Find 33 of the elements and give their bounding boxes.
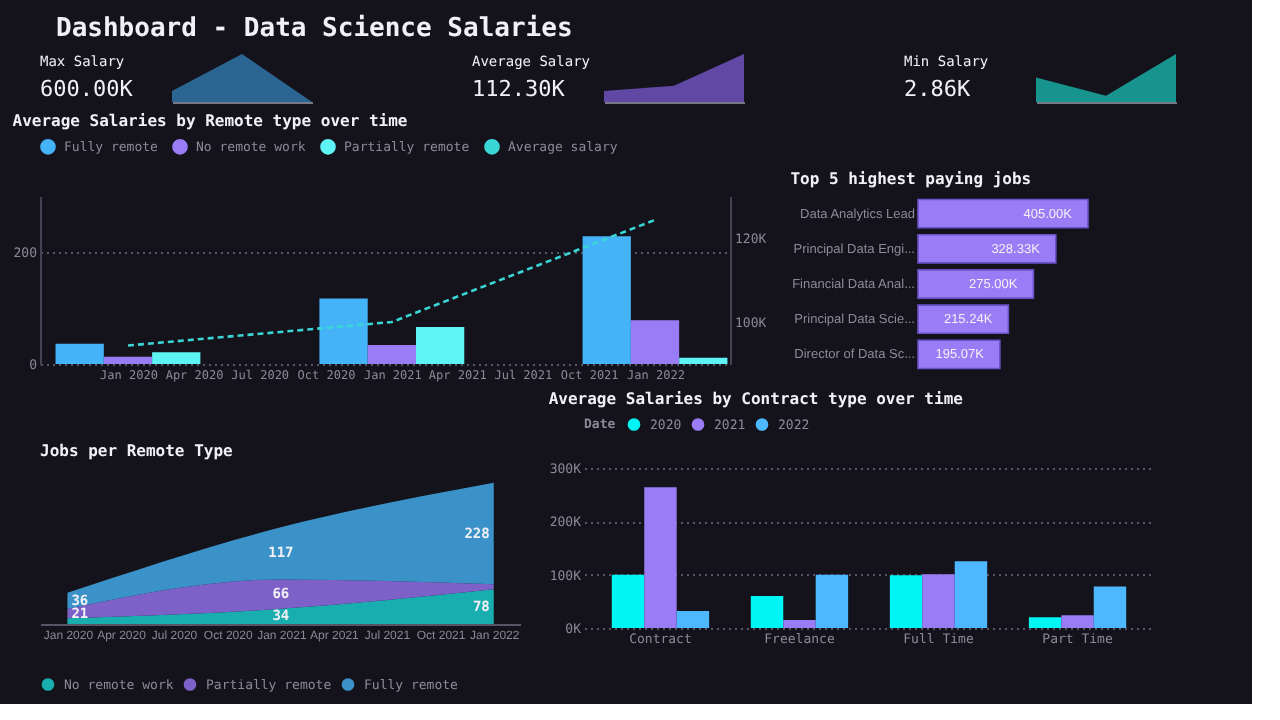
text: Dashboard - Data Science Salaries — [56, 14, 573, 44]
bar — [679, 357, 728, 364]
bar — [917, 304, 1010, 335]
text: 600.00K — [40, 76, 134, 102]
bar — [1061, 615, 1094, 628]
bar — [889, 575, 923, 628]
bar — [319, 298, 368, 364]
text: 112.30K — [472, 76, 566, 102]
bar — [103, 356, 153, 364]
bar — [644, 487, 677, 628]
bar — [815, 574, 849, 628]
bar — [152, 352, 201, 364]
bar — [917, 198, 1089, 229]
text: 2.86K — [904, 76, 971, 102]
bar — [55, 343, 104, 364]
bar — [750, 596, 784, 628]
bar — [582, 236, 631, 364]
bar — [954, 561, 988, 628]
chart-title: Average Salaries by Contract type over time — [548, 390, 964, 408]
chart-title: Top 5 highest paying jobs — [790, 170, 1032, 188]
chart-title: Average Salaries by Remote type over time — [12, 112, 408, 130]
bar — [1028, 617, 1062, 628]
bar — [415, 327, 465, 364]
chart-title: Jobs per Remote Type — [40, 442, 234, 460]
bar — [922, 574, 955, 628]
bar — [1093, 586, 1127, 628]
bar — [917, 233, 1057, 264]
bar — [783, 620, 816, 628]
bar — [367, 344, 416, 364]
bar — [676, 610, 710, 628]
bar — [917, 269, 1035, 299]
bar — [611, 574, 645, 628]
bar — [630, 320, 680, 364]
